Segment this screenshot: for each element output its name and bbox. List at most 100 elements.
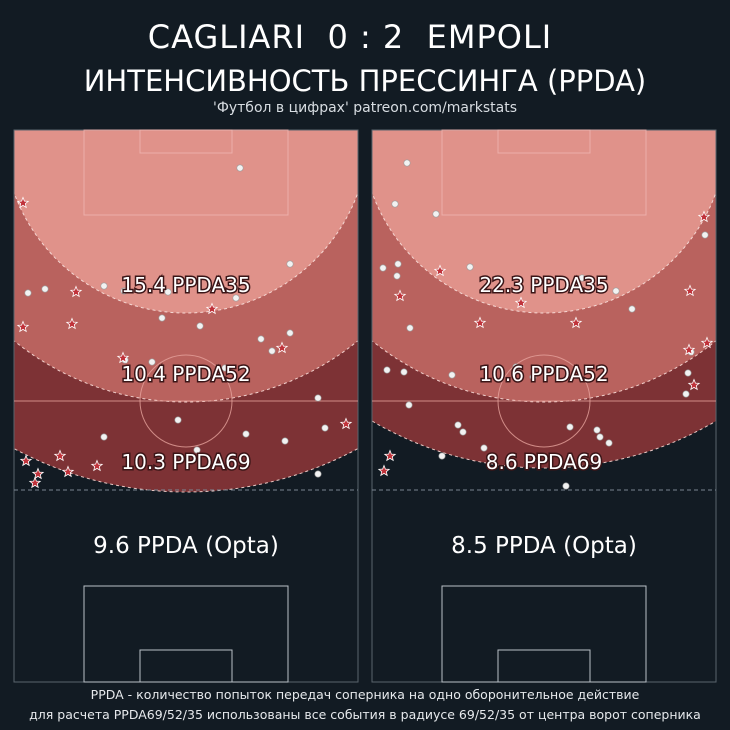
pass-marker (257, 335, 265, 343)
pass-marker (281, 437, 289, 445)
pass-marker (321, 424, 329, 432)
ppda35-label-cagliari: 15.4 PPDA35 (121, 273, 250, 297)
pass-marker (593, 426, 601, 434)
defensive-action-marker (683, 284, 697, 297)
defensive-action-marker (16, 196, 30, 209)
pass-marker (578, 274, 586, 282)
pass-marker (242, 430, 250, 438)
pass-marker (448, 371, 456, 379)
defensive-action-marker (16, 320, 30, 333)
defensive-action-marker (61, 465, 75, 478)
pass-marker (529, 373, 537, 381)
defensive-action-marker (69, 285, 83, 298)
ppda69-label-cagliari: 10.3 PPDA69 (121, 450, 250, 474)
defensive-action-marker (383, 449, 397, 462)
pass-marker (383, 366, 391, 374)
pass-marker (605, 439, 613, 447)
pitch-markings (371, 129, 717, 683)
pass-marker (120, 287, 128, 295)
pass-marker (314, 394, 322, 402)
pass-marker (400, 368, 408, 376)
ppda35-label-empoli: 22.3 PPDA35 (479, 273, 608, 297)
pass-marker (268, 347, 276, 355)
pass-marker (158, 314, 166, 322)
pass-marker (403, 159, 411, 167)
defensive-action-marker (433, 264, 447, 277)
pass-marker (314, 470, 322, 478)
pass-marker (628, 305, 636, 313)
pass-marker (454, 421, 462, 429)
pass-marker (164, 288, 172, 296)
defensive-action-marker (687, 378, 701, 391)
defensive-action-marker (514, 296, 528, 309)
pass-markers-cagliari (24, 164, 329, 478)
pass-marker (562, 482, 570, 490)
pass-marker (480, 444, 488, 452)
pass-marker (232, 294, 240, 302)
pass-marker (684, 369, 692, 377)
pass-marker (100, 282, 108, 290)
pass-marker (466, 263, 474, 271)
zone-35-area (372, 130, 716, 313)
ppda-opta-label-empoli: 8.5 PPDA (Opta) (451, 533, 637, 559)
pass-marker (406, 324, 414, 332)
defensive-action-marker (275, 341, 289, 354)
defensive-action-marker (682, 343, 696, 356)
ppda52-label-empoli: 10.6 PPDA52 (479, 362, 608, 386)
defensive-action-marker (90, 459, 104, 472)
pass-marker (394, 260, 402, 268)
pass-marker (24, 289, 32, 297)
ppda69-label-empoli: 8.6 PPDA69 (486, 450, 602, 474)
pass-marker (701, 231, 709, 239)
pass-marker (391, 200, 399, 208)
pass-marker (221, 364, 229, 372)
pass-marker (612, 287, 620, 295)
pass-marker (193, 446, 201, 454)
pass-marker (393, 272, 401, 280)
pass-marker (196, 322, 204, 330)
ppda52-label-cagliari: 10.4 PPDA52 (121, 362, 250, 386)
defensive-action-marker (65, 317, 79, 330)
defensive-action-marker (569, 316, 583, 329)
pass-markers-empoli (379, 159, 709, 490)
defensive-action-marker (697, 210, 711, 223)
defensive-action-marker (28, 476, 42, 489)
defensive-action-markers-empoli (377, 210, 714, 477)
pass-marker (41, 285, 49, 293)
credit-line: 'Футбол в цифрах' patreon.com/markstats (212, 100, 518, 116)
defensive-action-marker (205, 302, 219, 315)
pass-marker (286, 260, 294, 268)
defensive-action-marker (700, 336, 714, 349)
pass-marker (379, 264, 387, 272)
pass-marker (432, 210, 440, 218)
match-title: CAGLIARI 0 : 2 EMPOLI (147, 18, 553, 56)
pass-marker (174, 416, 182, 424)
defensive-action-marker (19, 454, 33, 467)
defensive-action-marker (116, 351, 130, 364)
defensive-action-marker (393, 289, 407, 302)
pass-marker (148, 358, 156, 366)
footnote-method: для расчета PPDA69/52/35 использованы вс… (29, 707, 701, 722)
pass-marker (438, 452, 446, 460)
pass-marker (459, 428, 467, 436)
pass-marker (596, 433, 604, 441)
defensive-action-marker (53, 449, 67, 462)
pass-marker (566, 423, 574, 431)
zone-35-area (14, 130, 358, 313)
ppda-opta-label-cagliari: 9.6 PPDA (Opta) (93, 533, 279, 559)
pass-marker (682, 390, 690, 398)
pass-marker (286, 329, 294, 337)
defensive-action-marker (473, 316, 487, 329)
defensive-action-markers-cagliari (16, 196, 353, 489)
defensive-action-marker (339, 417, 353, 430)
pass-marker (512, 363, 520, 371)
pass-marker (236, 164, 244, 172)
defensive-action-marker (31, 467, 45, 480)
defensive-action-marker (377, 464, 391, 477)
pass-marker (405, 401, 413, 409)
footnote-definition: PPDA - количество попыток передач соперн… (90, 687, 640, 702)
pitch-markings (13, 129, 359, 683)
pass-marker (100, 433, 108, 441)
